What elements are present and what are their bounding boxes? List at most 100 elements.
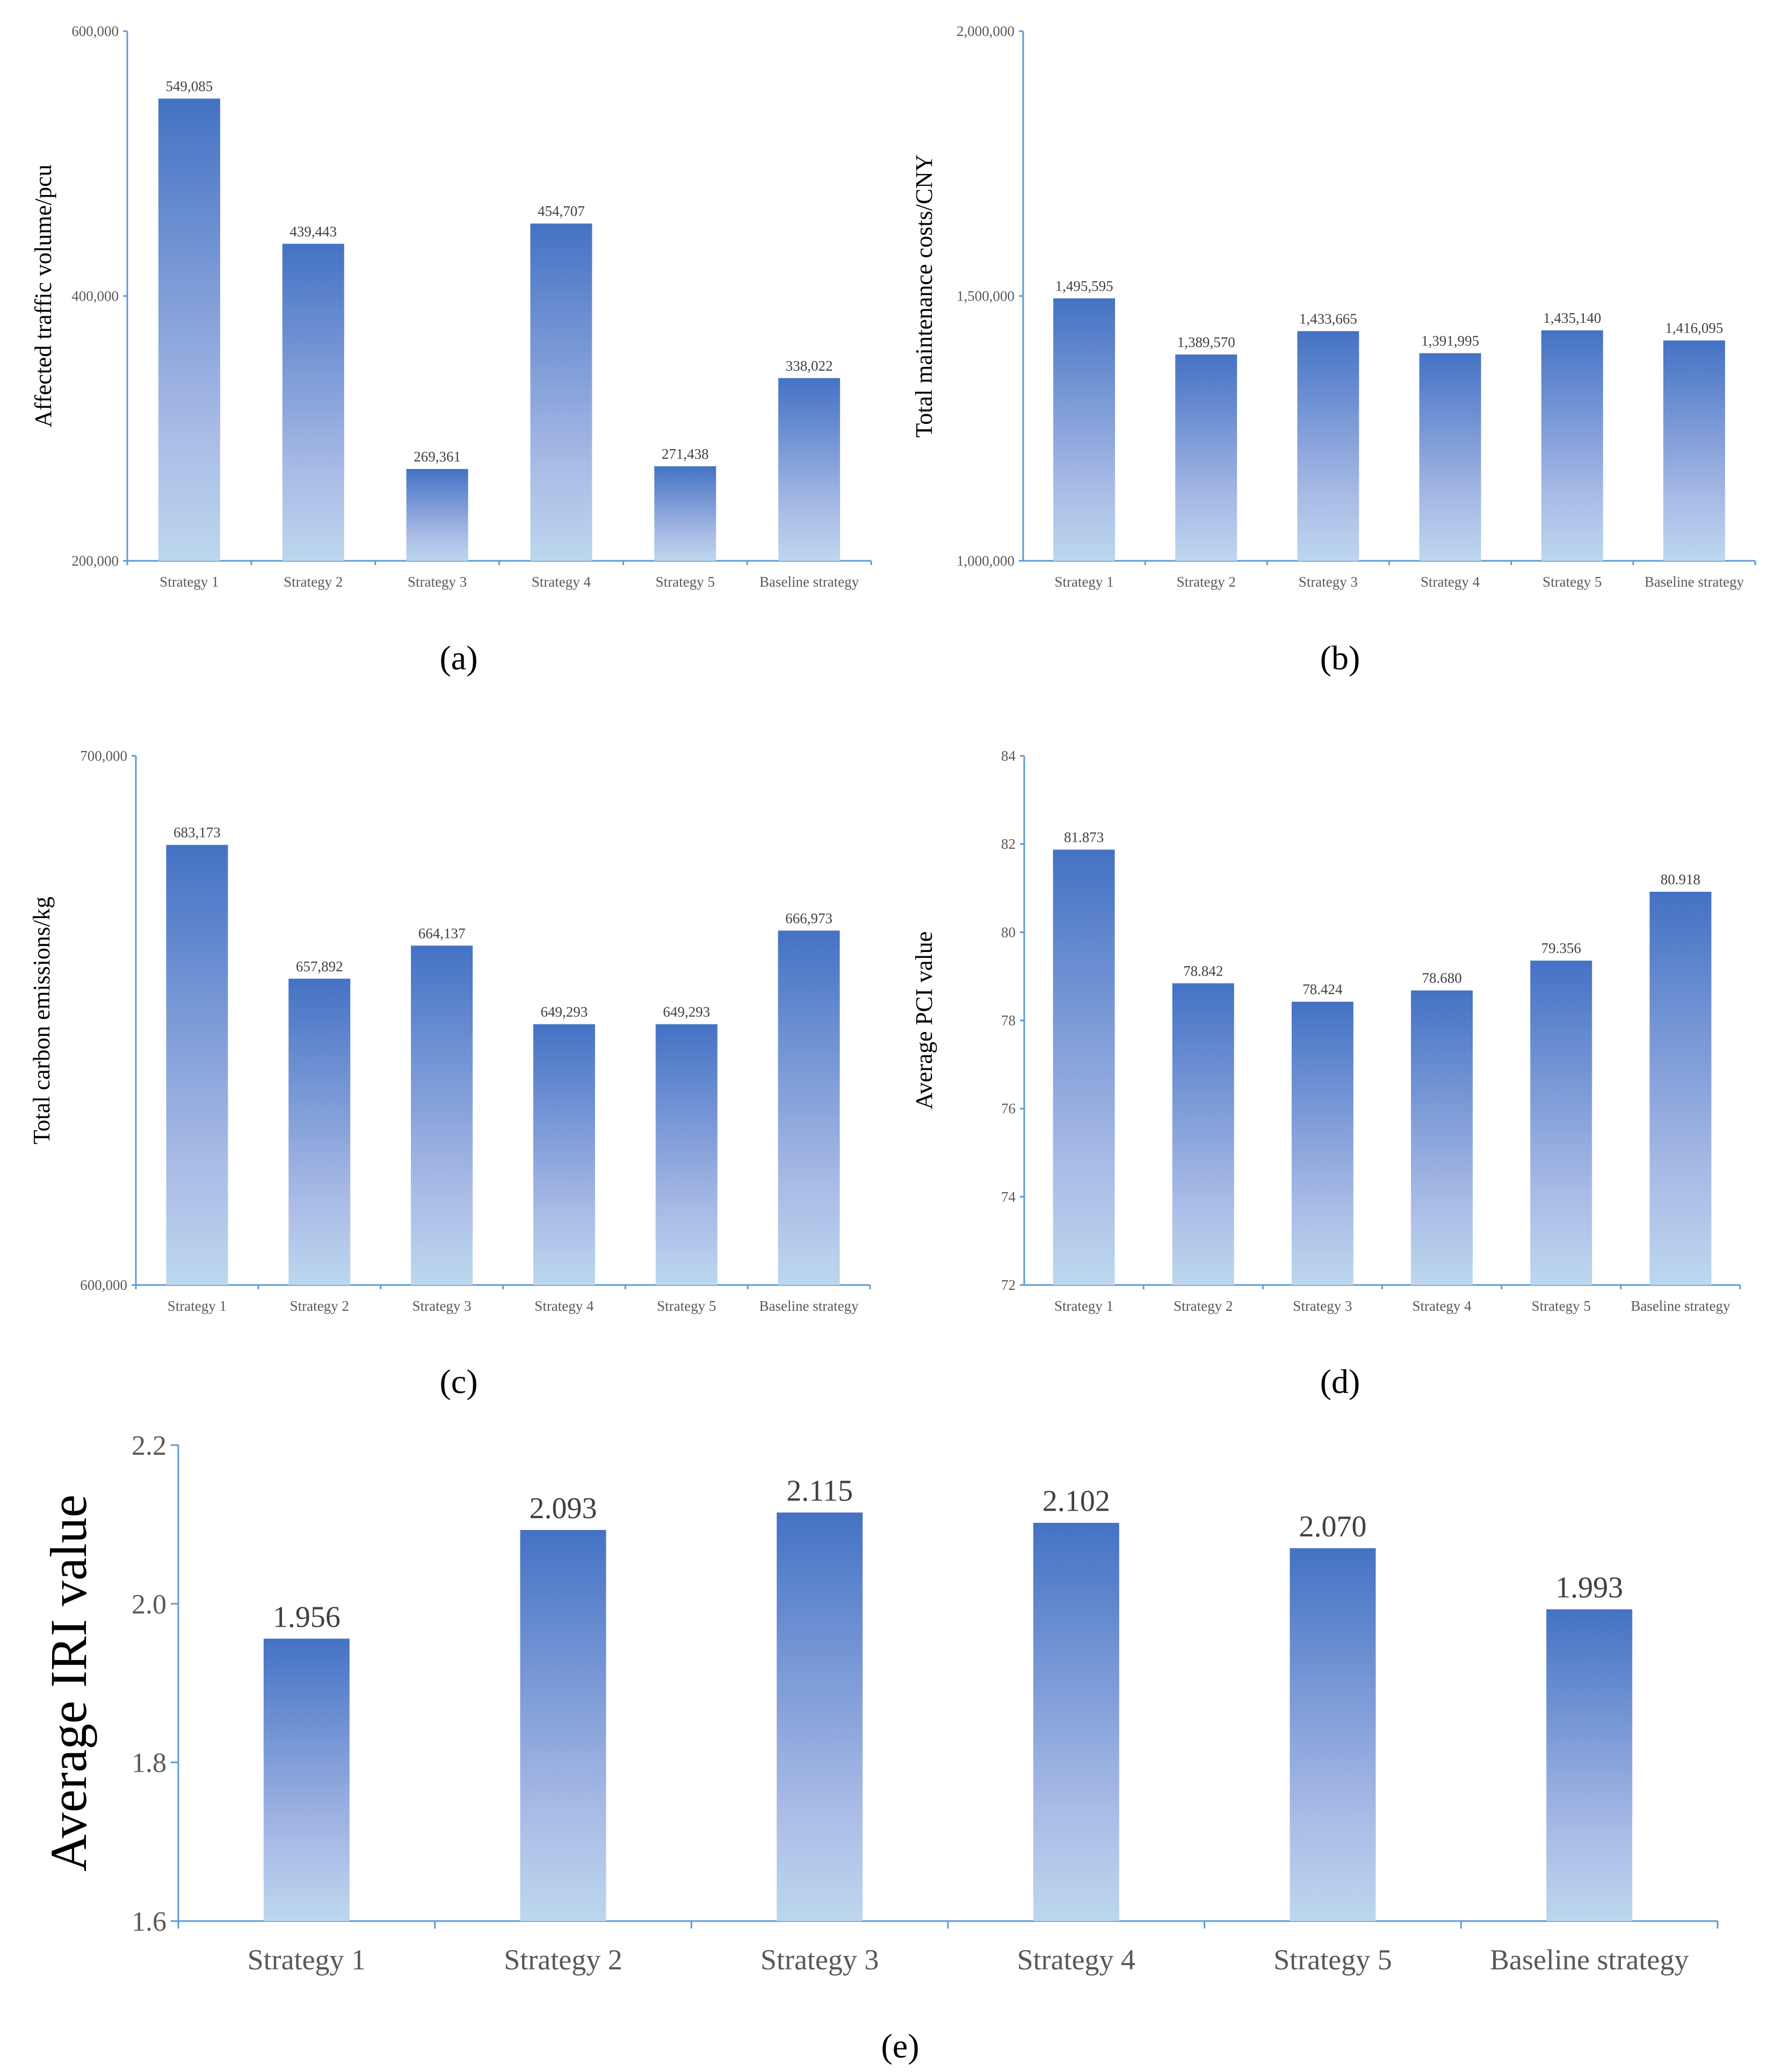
data-label: 78.842	[1183, 963, 1223, 979]
x-tick-label: Baseline strategy	[1490, 1944, 1689, 1976]
data-label: 80.918	[1661, 871, 1700, 887]
chart-e: 1.6 1.8 2.0 2.2 1.956 Strategy 1 2.093 Strategy…	[40, 1431, 1719, 1976]
bar	[288, 978, 351, 1285]
bar	[1663, 340, 1725, 561]
panel-label-d: (d)	[1320, 1362, 1360, 1400]
chart-d: 72 74 76 78 80 82 84 81.873 Strategy 1 78.842 Stra…	[911, 748, 1741, 1314]
data-label: 78.424	[1302, 981, 1343, 998]
x-tick-label: Strategy 1	[248, 1944, 366, 1976]
y-axis-title: Average PCI value	[911, 932, 937, 1110]
data-label: 1,416,095	[1665, 320, 1723, 336]
data-label: 2.102	[1042, 1485, 1110, 1518]
x-tick-label: Strategy 2	[504, 1944, 622, 1976]
y-tick-label: 1.8	[132, 1748, 166, 1779]
bar	[406, 469, 468, 561]
x-tick-label: Strategy 1	[160, 574, 219, 590]
data-label: 1.993	[1555, 1571, 1623, 1605]
x-tick-label: Strategy 2	[1174, 1298, 1233, 1314]
bar	[530, 223, 592, 561]
x-tick-label: Baseline strategy	[1645, 574, 1744, 590]
x-tick-label: Strategy 5	[656, 574, 715, 590]
y-axis-title: Affected traffic volume/pcu	[30, 164, 56, 428]
data-label: 454,707	[538, 203, 585, 219]
bar	[654, 466, 716, 561]
data-label: 1,389,570	[1177, 334, 1235, 350]
y-tick-label: 74	[1001, 1189, 1016, 1205]
y-tick-label: 600,000	[71, 23, 119, 39]
bar	[1175, 354, 1237, 561]
x-tick-label: Strategy 4	[1421, 574, 1480, 590]
x-tick-label: Strategy 4	[1017, 1944, 1135, 1976]
x-tick-label: Strategy 5	[1532, 1298, 1591, 1314]
panel-label-a: (a)	[439, 639, 477, 677]
x-tick-label: Strategy 3	[1293, 1298, 1352, 1314]
bar	[1290, 1548, 1376, 1921]
bar	[1297, 331, 1359, 561]
x-tick-label: Strategy 4	[534, 1298, 594, 1314]
x-tick-label: Strategy 2	[1177, 574, 1236, 590]
y-tick-label: 76	[1001, 1101, 1016, 1117]
x-tick-label: Strategy 4	[532, 574, 591, 590]
x-tick-label: Strategy 1	[1054, 1298, 1113, 1314]
bar	[1291, 1001, 1353, 1285]
y-tick-label: 1,000,000	[957, 553, 1015, 569]
y-tick-label: 72	[1001, 1277, 1016, 1293]
bar	[1033, 1522, 1119, 1921]
bar	[655, 1024, 718, 1285]
chart-a: 200,000 400,000 600,000 549,085 Strategy 1 43…	[30, 23, 872, 590]
y-tick-label: 1,500,000	[957, 288, 1015, 304]
x-tick-label: Baseline strategy	[759, 1298, 859, 1314]
bar	[777, 1512, 863, 1921]
data-label: 439,443	[289, 223, 337, 240]
bar	[1411, 990, 1473, 1285]
y-tick-label: 200,000	[71, 553, 119, 569]
data-label: 269,361	[414, 449, 461, 465]
data-label: 2.115	[786, 1475, 853, 1508]
y-tick-label: 80	[1001, 924, 1016, 940]
bar	[158, 98, 220, 561]
bar	[282, 243, 344, 561]
data-label: 549,085	[166, 78, 213, 95]
panel-labels: (a) (b) (c) (d) (e)	[439, 639, 1360, 2065]
bar	[1172, 983, 1234, 1285]
bar	[778, 930, 840, 1285]
x-tick-label: Strategy 2	[284, 574, 343, 590]
data-label: 1,391,995	[1421, 333, 1479, 349]
data-label: 649,293	[663, 1003, 710, 1020]
x-tick-label: Strategy 5	[657, 1298, 716, 1314]
x-tick-label: Strategy 5	[1542, 574, 1602, 590]
panel-label-c: (c)	[439, 1362, 477, 1400]
y-tick-label: 84	[1001, 748, 1016, 764]
data-label: 664,137	[418, 925, 466, 941]
bar	[1053, 298, 1116, 561]
x-tick-label: Baseline strategy	[1631, 1298, 1730, 1314]
x-tick-label: Strategy 5	[1273, 1944, 1392, 1976]
y-tick-label: 1.6	[132, 1907, 166, 1937]
x-tick-label: Strategy 1	[1054, 574, 1113, 590]
x-tick-label: Baseline strategy	[759, 574, 859, 590]
x-tick-label: Strategy 1	[168, 1298, 227, 1314]
bar	[166, 844, 228, 1285]
y-axis-title: Total maintenance costs/CNY	[911, 154, 937, 437]
bar	[1541, 330, 1603, 561]
data-label: 1.956	[273, 1600, 341, 1634]
data-label: 338,022	[786, 358, 833, 374]
data-label: 657,892	[296, 958, 343, 974]
bar	[778, 378, 841, 561]
bar	[1053, 849, 1115, 1285]
data-label: 683,173	[173, 825, 221, 841]
bar	[1419, 353, 1481, 561]
data-label: 2.070	[1299, 1510, 1367, 1543]
data-label: 1,435,140	[1543, 310, 1601, 326]
y-tick-label: 700,000	[80, 748, 127, 764]
x-tick-label: Strategy 3	[761, 1944, 879, 1976]
bar	[1546, 1609, 1633, 1921]
bar	[1530, 961, 1592, 1285]
panel-label-b: (b)	[1320, 639, 1360, 677]
x-tick-label: Strategy 3	[1299, 574, 1358, 590]
y-axis-title: Total carbon emissions/kg	[28, 897, 55, 1144]
bar	[411, 945, 473, 1285]
y-axis-title: Average IRI value	[40, 1495, 97, 1872]
charts-layer: 200,000 400,000 600,000 549,085 Strategy 1 43…	[28, 23, 1756, 1976]
